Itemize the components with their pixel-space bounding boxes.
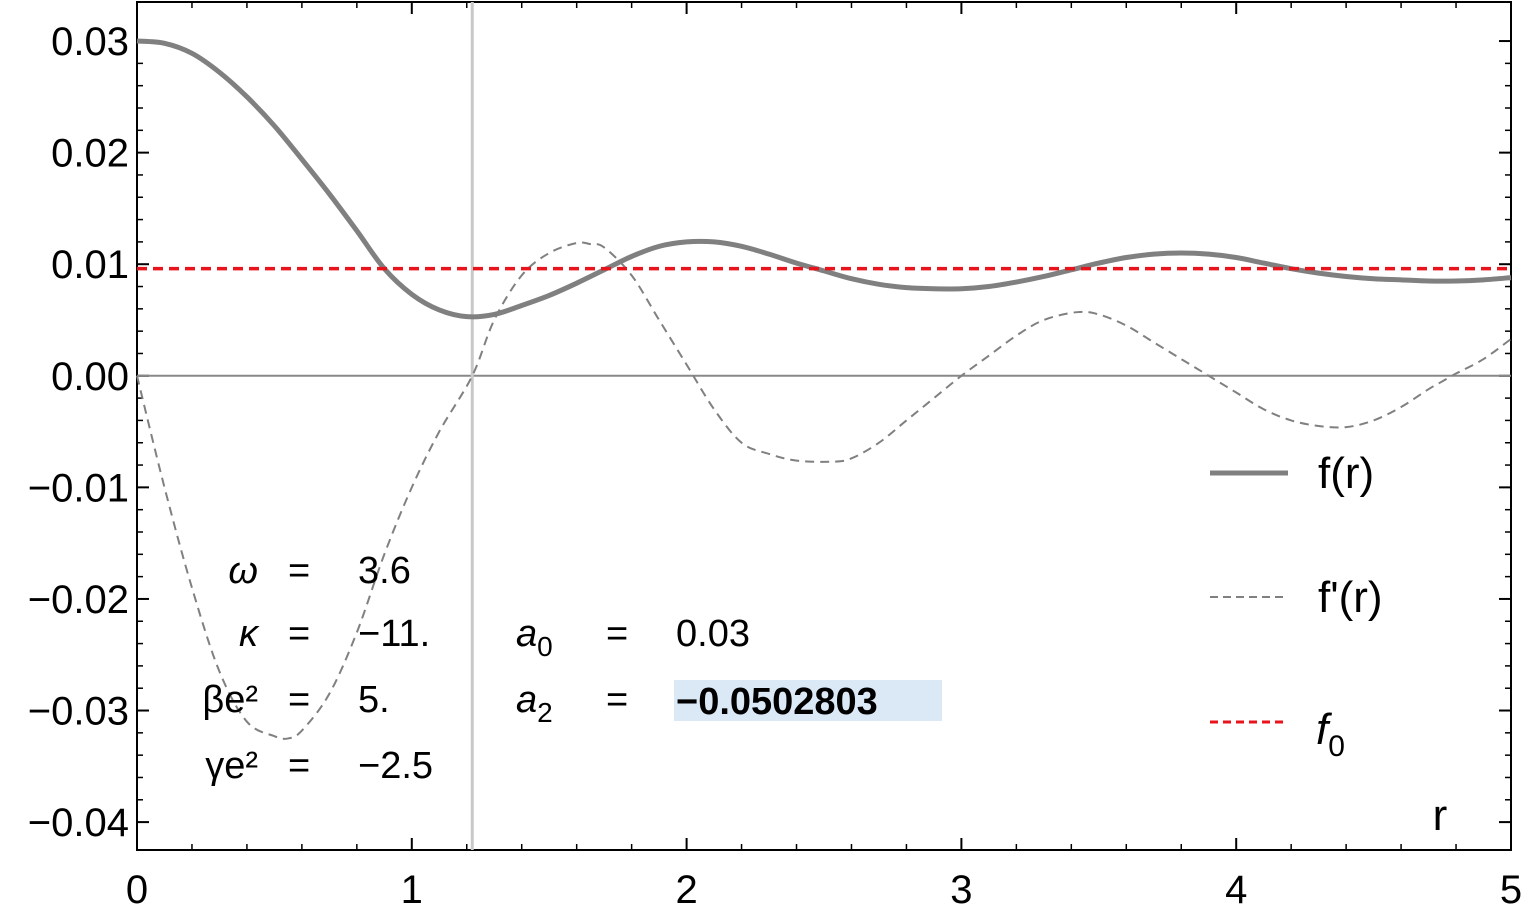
legend-label-fprime: f'(r)	[1318, 573, 1383, 622]
y-tick-label: −0.04	[28, 801, 129, 845]
y-tick-label: 0.03	[51, 20, 129, 64]
x-axis-label: r	[1433, 791, 1448, 840]
y-axis-ticks: 0.03 0.02 0.01 0.00 −0.01 −0.02 −0.03 −0.04	[28, 20, 1511, 845]
legend: f(r) f'(r) f0	[1210, 449, 1383, 763]
legend-label-f: f(r)	[1318, 449, 1374, 498]
param-a0-eq: =	[606, 613, 628, 655]
x-tick-label: 3	[950, 868, 972, 912]
y-tick-label: −0.01	[28, 466, 129, 510]
legend-label-f0: f0	[1316, 705, 1345, 763]
param-a2-eq: =	[606, 679, 628, 721]
params-right: a0 = 0.03 a2 = −0.0502803	[516, 613, 942, 728]
param-omega-eq: =	[288, 550, 310, 592]
param-a2-value[interactable]: −0.0502803	[676, 681, 878, 723]
x-tick-label: 2	[675, 868, 697, 912]
param-a2-highlight	[674, 680, 942, 721]
param-kappa-eq: =	[288, 613, 310, 655]
param-omega-name: ω	[228, 550, 258, 592]
param-kappa-value: −11.	[358, 613, 430, 655]
param-gamma-value: −2.5	[358, 745, 433, 787]
y-tick-label: 0.02	[51, 132, 129, 176]
y-tick-label: −0.03	[28, 690, 129, 734]
params-left: ω = 3.6 κ = −11. βe² = 5. γe² = −2.5	[202, 550, 433, 787]
series-f-line	[136, 38, 1512, 320]
x-tick-label: 4	[1225, 868, 1247, 912]
y-tick-label: 0.00	[51, 355, 129, 399]
param-omega-value: 3.6	[358, 550, 411, 592]
x-tick-label: 0	[126, 868, 148, 912]
param-beta-name: βe²	[202, 679, 258, 721]
param-gamma-eq: =	[288, 745, 310, 787]
series-layer	[136, 38, 1512, 740]
plot-frame	[136, 1, 1512, 851]
x-tick-label: 1	[401, 868, 423, 912]
param-a0-name: a0	[516, 613, 553, 662]
param-beta-value: 5.	[358, 679, 390, 721]
y-tick-label: 0.01	[51, 243, 129, 287]
x-tick-label: 5	[1500, 868, 1522, 912]
y-tick-label: −0.02	[28, 578, 129, 622]
series-fprime-line	[136, 241, 1512, 740]
param-kappa-name: κ	[239, 613, 260, 655]
param-beta-eq: =	[288, 679, 310, 721]
param-a2-name: a2	[516, 679, 553, 728]
x-axis-ticks: 0 1 2 3 4 5	[126, 2, 1522, 912]
param-gamma-name: γe²	[205, 745, 258, 787]
param-a0-value: 0.03	[676, 613, 750, 655]
